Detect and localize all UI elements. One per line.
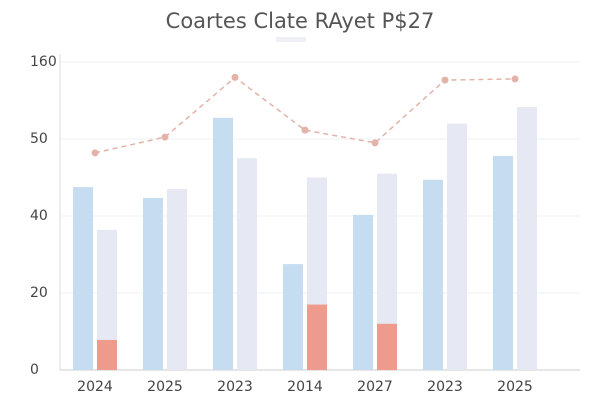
bar	[493, 155, 513, 370]
line-point	[231, 73, 239, 81]
line-point	[91, 149, 99, 157]
bar	[167, 189, 187, 370]
x-tick-label: 2024	[77, 379, 113, 395]
bar	[353, 214, 373, 370]
x-tick-label: 2023	[217, 379, 253, 395]
bar	[377, 173, 397, 370]
y-tick-label: 0	[30, 362, 39, 378]
y-tick-label: 20	[30, 285, 48, 301]
bar	[97, 229, 117, 370]
bar	[143, 197, 163, 370]
line-point	[371, 139, 379, 147]
bar	[97, 339, 117, 370]
bar	[447, 123, 467, 370]
y-tick-label: 160	[30, 54, 57, 70]
y-tick-label: 50	[30, 131, 48, 147]
chart-title: Coartes Clate RAyet P$27	[166, 9, 435, 33]
bar	[377, 323, 397, 370]
bar	[283, 264, 303, 370]
x-tick-label: 2025	[497, 379, 533, 395]
line-point	[301, 126, 309, 134]
x-tick-label: 2023	[427, 379, 463, 395]
bar	[73, 187, 93, 370]
line-point	[161, 133, 169, 141]
y-tick-label: 40	[30, 208, 48, 224]
bar	[307, 304, 327, 370]
bar	[517, 107, 537, 371]
line-point	[511, 75, 519, 83]
title-decoration	[276, 37, 306, 42]
bar	[423, 179, 443, 370]
x-tick-label: 2014	[287, 379, 323, 395]
bar	[213, 117, 233, 370]
x-tick-label: 2027	[357, 379, 393, 395]
line-point	[441, 76, 449, 84]
x-tick-label: 2025	[147, 379, 183, 395]
bar	[237, 158, 257, 370]
